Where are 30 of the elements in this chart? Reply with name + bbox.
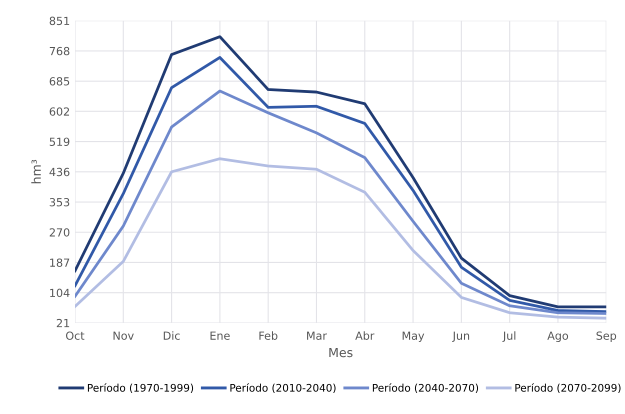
x-tick-label: Feb <box>259 331 278 340</box>
x-tick-label: Jul <box>502 331 516 342</box>
x-tick-label: Ago <box>547 332 568 342</box>
y-tick-label: 104 <box>50 288 70 298</box>
x-tick-label: Mar <box>307 332 327 340</box>
x-tick-label: Sep <box>596 331 616 342</box>
y-tick-label: 519 <box>50 138 70 146</box>
x-tick-label: May <box>402 332 424 342</box>
y-tick-label: 851 <box>50 16 70 26</box>
legend-label: Período (2010-2040) <box>230 383 336 393</box>
x-tick-label: Dic <box>164 331 180 340</box>
y-tick-label: 21 <box>56 318 70 328</box>
legend-label: Período (1970-1999) <box>88 383 194 393</box>
line-series <box>75 157 606 320</box>
legend-label: Período (2040-2070) <box>372 383 478 393</box>
y-tick-label: 768 <box>50 46 70 56</box>
y-tick-label: 685 <box>50 77 70 86</box>
x-tick-label: Oct <box>66 331 84 340</box>
y-tick-label: 187 <box>50 258 70 267</box>
y-axis-title: hm³ <box>31 160 41 184</box>
legend-label: Período (2070-2099) <box>515 383 621 393</box>
y-tick-label: 270 <box>50 228 70 237</box>
y-tick-label: 353 <box>50 198 70 206</box>
y-tick-label: 436 <box>49 168 70 176</box>
y-tick-label: 602 <box>50 107 70 116</box>
x-tick-label: Jun <box>452 332 470 342</box>
x-tick-label: Ene <box>210 332 230 340</box>
x-tick-label: Nov <box>114 332 134 340</box>
x-tick-label: Abr <box>355 331 374 340</box>
x-axis-title: Mes <box>329 348 353 358</box>
